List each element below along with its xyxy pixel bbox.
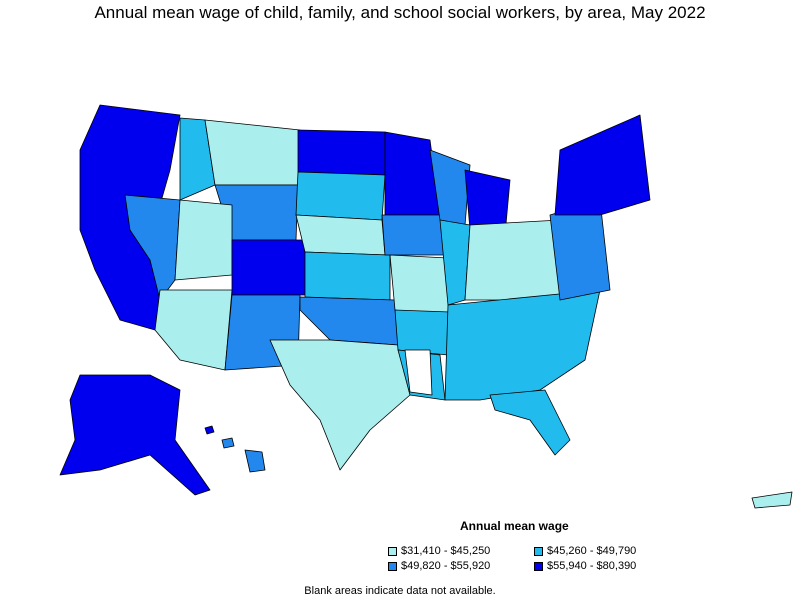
region-kansas (304, 251, 391, 301)
legend-swatch (534, 546, 543, 556)
footnote: Blank areas indicate data not available. (304, 585, 496, 597)
region-puerto-rico (751, 491, 793, 509)
region-hawaii (204, 425, 215, 435)
map-title: Annual mean wage of child, family, and s… (94, 3, 706, 22)
region-northeast (554, 114, 651, 216)
legend-label: $31,410 - $45,250 (401, 545, 491, 557)
legend-item-1: $31,410 - $45,250 (388, 545, 490, 557)
region-minnesota (384, 131, 441, 216)
region-mississippi (404, 349, 433, 396)
region-utah (174, 199, 233, 281)
region-montana (204, 119, 301, 186)
region-southeast (444, 289, 601, 401)
region-hawaii (244, 449, 266, 473)
region-arkansas (394, 309, 451, 356)
region-ohio-valley (464, 219, 561, 301)
region-florida (489, 389, 571, 456)
legend-label: $49,820 - $55,920 (401, 560, 491, 572)
region-colorado (231, 239, 306, 296)
region-north-dakota (297, 129, 386, 176)
legend-swatch (388, 561, 397, 571)
region-hawaii (221, 437, 235, 449)
legend-swatch (534, 561, 543, 571)
legend-swatch (388, 546, 397, 556)
legend-item-4: $55,940 - $80,390 (534, 560, 636, 572)
legend-label: $45,260 - $49,790 (547, 545, 637, 557)
region-oklahoma (299, 296, 399, 346)
region-south-dakota (295, 171, 386, 221)
region-alaska (59, 374, 211, 496)
region-texas (269, 339, 411, 471)
legend-label: $55,940 - $80,390 (547, 560, 637, 572)
legend-item-3: $49,820 - $55,920 (388, 560, 490, 572)
region-iowa (381, 214, 446, 256)
region-nebraska (295, 214, 386, 256)
legend-title: Annual mean wage (460, 519, 569, 533)
legend-item-2: $45,260 - $49,790 (534, 545, 636, 557)
region-arizona (154, 289, 233, 371)
